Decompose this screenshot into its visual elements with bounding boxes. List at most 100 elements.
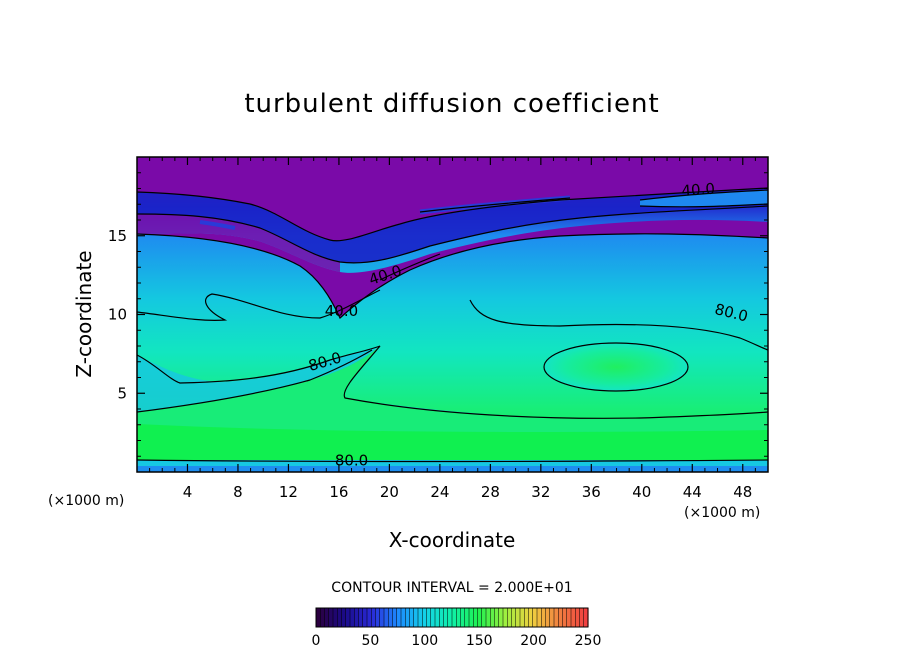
- colorbar-swatch: [579, 608, 585, 627]
- x-tick-label: 16: [329, 483, 348, 501]
- colorbar-swatch: [528, 608, 534, 627]
- colorbar-swatch: [367, 608, 372, 627]
- colorbar-swatch: [481, 608, 487, 627]
- colorbar-tick-label: 100: [411, 633, 438, 649]
- colorbar-swatch: [409, 608, 415, 627]
- contour-interval-text: CONTOUR INTERVAL = 2.000E+01: [331, 580, 572, 596]
- colorbar-swatch: [575, 608, 581, 627]
- x-tick-label: 24: [430, 483, 449, 501]
- colorbar-swatch: [490, 608, 496, 627]
- colorbar-swatch: [532, 608, 538, 627]
- colorbar-swatch: [566, 608, 572, 627]
- colorbar-swatch: [545, 608, 551, 627]
- colorbar-swatch: [494, 608, 500, 627]
- x-axis-label: X-coordinate: [389, 528, 516, 552]
- colorbar-swatch: [452, 608, 457, 627]
- contour-line-green: [137, 349, 373, 413]
- colorbar-swatch: [507, 608, 513, 627]
- plot-area: [137, 157, 768, 472]
- colorbar: [315, 607, 589, 628]
- colorbar-swatch: [396, 608, 402, 627]
- colorbar-frame: [315, 607, 589, 628]
- field-eddy: [544, 343, 688, 391]
- colorbar-swatch: [562, 608, 568, 627]
- colorbar-swatch: [328, 608, 334, 627]
- colorbar-swatch: [541, 608, 547, 627]
- colorbar-swatch: [401, 608, 406, 627]
- colorbar-swatch: [430, 608, 436, 627]
- colorbar-ticks: 0 50 100 150 200 250: [312, 633, 602, 649]
- x-tick-label: 44: [683, 483, 702, 501]
- contour-line-blue-top: [137, 205, 768, 264]
- colorbar-swatch: [515, 608, 521, 627]
- contour-line-upper-edge: [137, 187, 768, 242]
- colorbar-swatch: [354, 608, 360, 627]
- colorbar-swatch: [375, 608, 381, 627]
- chart-title: turbulent diffusion coefficient: [244, 89, 659, 119]
- y-tick-label: 5: [117, 384, 127, 402]
- colorbar-swatch: [549, 608, 555, 627]
- x-tick-label: 48: [733, 483, 752, 501]
- colorbar-tick-label: 150: [466, 633, 493, 649]
- colorbar-swatch: [503, 608, 508, 627]
- colorbar-swatch: [520, 608, 525, 627]
- contour-line-80-right: [469, 299, 768, 351]
- colorbar-swatch: [486, 608, 491, 627]
- colorbar-swatch: [456, 608, 462, 627]
- contour-line-40-mid: [137, 289, 381, 321]
- contour-line-bottom: [137, 459, 768, 463]
- field-bright-green: [137, 424, 768, 460]
- colorbar-swatch: [511, 608, 517, 627]
- colorbar-swatch: [464, 608, 470, 627]
- x-axis: 4 8 12 16 20 24 28 32 36 40 44 48: [149, 157, 756, 501]
- colorbar-swatch: [337, 608, 343, 627]
- colorbar-swatch: [418, 608, 423, 627]
- x-tick-label: 8: [233, 483, 243, 501]
- x-tick-label: 40: [632, 483, 651, 501]
- colorbar-swatch: [554, 608, 559, 627]
- contour-label: 80.0: [335, 452, 368, 470]
- contour-streak-2: [379, 253, 441, 281]
- colorbar-swatch: [537, 608, 542, 627]
- colorbar-swatch: [362, 608, 368, 627]
- contour-jet: [639, 189, 768, 201]
- colorbar-swatch: [413, 608, 419, 627]
- colorbar-swatch: [426, 608, 432, 627]
- y-tick-label: 10: [108, 306, 127, 324]
- colorbar-swatch: [498, 608, 504, 627]
- colorbar-swatch: [447, 608, 453, 627]
- colorbar-swatch: [341, 608, 347, 627]
- colorbar-swatch: [435, 608, 440, 627]
- colorbar-swatch: [388, 608, 394, 627]
- colorbar-tick-label: 250: [575, 633, 602, 649]
- colorbar-tick-label: 0: [312, 633, 321, 649]
- colorbar-swatch: [379, 608, 385, 627]
- colorbar-swatch: [558, 608, 564, 627]
- x-tick-label: 20: [380, 483, 399, 501]
- colorbar-swatch: [371, 608, 377, 627]
- field-blue-band: [137, 214, 340, 272]
- colorbar-swatch: [443, 608, 449, 627]
- x-unit-right: (×1000 m): [684, 505, 760, 521]
- field-upper-jet: [640, 190, 768, 207]
- contour-jet-lower: [639, 203, 768, 208]
- colorbar-swatch: [358, 608, 364, 627]
- colorbar-swatch: [320, 608, 326, 627]
- colorbar-swatch: [333, 608, 338, 627]
- colorbar-swatch: [583, 608, 589, 627]
- x-tick-label: 4: [183, 483, 193, 501]
- field-purple-lower: [137, 219, 768, 318]
- colorbar-swatch: [350, 608, 355, 627]
- colorbar-swatch: [460, 608, 466, 627]
- colorbar-swatch: [384, 608, 389, 627]
- y-axis: 5 10 15: [108, 172, 768, 457]
- colorbar-swatch: [324, 608, 330, 627]
- colorbar-swatch: [524, 608, 530, 627]
- contour-label: 40.0: [681, 180, 716, 200]
- x-tick-label: 36: [582, 483, 601, 501]
- colorbar-swatch: [316, 608, 321, 627]
- colorbar-tick-label: 200: [520, 633, 547, 649]
- x-tick-label: 32: [531, 483, 550, 501]
- contour-line-purple-bottom: [137, 233, 768, 319]
